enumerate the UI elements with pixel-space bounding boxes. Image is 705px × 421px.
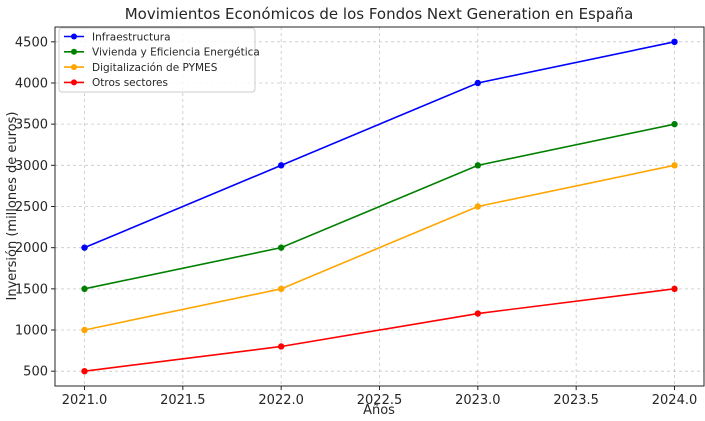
y-tick-label: 1000: [15, 324, 48, 339]
data-point: [277, 343, 285, 350]
x-tick-label: 2023.0: [455, 393, 501, 408]
data-point: [277, 244, 285, 251]
y-tick-label: 4500: [15, 35, 48, 50]
data-point: [81, 326, 88, 334]
data-point: [671, 38, 678, 46]
legend-marker: [71, 33, 77, 40]
y-tick-label: 500: [23, 365, 48, 380]
x-tick-label: 2021.0: [62, 393, 108, 408]
x-axis: 2021.0 2021.5 2022.0 2022.5 2023.0 2023.5 2024…: [62, 386, 698, 408]
x-tick-label: 2022.0: [258, 393, 304, 408]
x-tick-label: 2023.5: [553, 393, 599, 408]
y-tick-label: 2500: [15, 200, 48, 215]
data-point: [671, 285, 678, 293]
series-line-2: [84, 123, 675, 290]
legend-marker: [71, 48, 77, 55]
data-point: [474, 79, 482, 87]
series-line-4: [84, 288, 675, 372]
x-tick-label: 2024.0: [652, 393, 698, 408]
data-point: [474, 162, 482, 169]
legend-label: Vivienda y Eficiencia Energética: [92, 47, 260, 59]
x-tick-label: 2022.5: [357, 393, 403, 408]
series-line-3: [84, 164, 675, 331]
data-point: [671, 162, 678, 169]
data-point: [81, 285, 88, 293]
legend-marker: [71, 79, 77, 86]
legend-box: [58, 27, 256, 93]
data-point: [474, 310, 482, 317]
legend: Infraestructura Vivienda y Eficiencia Ene…: [58, 27, 260, 93]
legend-label: Otros sectores: [92, 77, 168, 89]
legend-marker: [71, 64, 77, 71]
legend-label: Digitalización de PYMES: [92, 62, 218, 74]
y-tick-label: 1500: [15, 282, 48, 297]
data-point: [671, 120, 678, 128]
y-axis-label: Inversión (millones de euros): [5, 112, 20, 301]
chart-title: Movimientos Económicos de los Fondos Nex…: [125, 5, 634, 23]
data-point: [474, 203, 482, 210]
y-axis: 500 1000 1500 2000 2500 3000 3500 4000 4500: [15, 35, 55, 380]
series-line-1: [84, 41, 675, 249]
y-tick-label: 3500: [15, 118, 48, 133]
y-tick-label: 3000: [15, 159, 48, 174]
x-axis-label: Años: [363, 403, 395, 418]
data-point: [81, 367, 88, 375]
y-tick-label: 4000: [15, 76, 48, 91]
series-layer: [81, 38, 678, 375]
data-point: [277, 162, 285, 169]
legend-label: Infraestructura: [92, 31, 171, 43]
y-tick-label: 2000: [15, 241, 48, 256]
data-point: [277, 285, 285, 293]
x-tick-label: 2021.5: [160, 393, 206, 408]
data-point: [81, 244, 88, 251]
